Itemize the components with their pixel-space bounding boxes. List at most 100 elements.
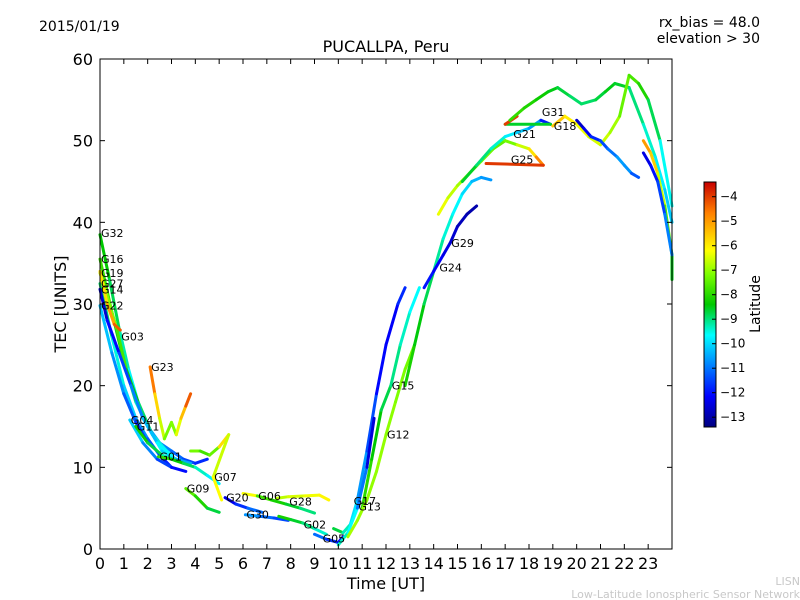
series-g12 xyxy=(346,343,417,539)
series-layer xyxy=(98,73,674,547)
tec-segment xyxy=(272,516,290,522)
tec-segment xyxy=(193,494,209,510)
prn-label: G22 xyxy=(101,300,124,313)
tec-segment xyxy=(515,143,531,151)
tec-segment xyxy=(148,365,157,396)
tec-segment xyxy=(637,82,650,102)
tec-segment xyxy=(286,494,307,499)
prn-label: G04 xyxy=(131,414,154,427)
tec-segment xyxy=(448,224,459,245)
tec-segment xyxy=(546,86,560,94)
colorbar-tick-label: −13 xyxy=(720,410,745,424)
tec-segment xyxy=(243,513,262,518)
tec-segment xyxy=(396,286,407,306)
colorbar-tick-label: −4 xyxy=(720,190,738,204)
colorbar-tick-label: −9 xyxy=(720,312,738,326)
tec-segment xyxy=(156,455,173,461)
prn-label: G06 xyxy=(258,490,281,503)
colorbar-tick-label: −7 xyxy=(720,263,738,277)
tec-segment xyxy=(162,420,173,441)
tec-segment xyxy=(479,175,493,182)
tec-segment xyxy=(208,445,221,457)
tec-segment xyxy=(446,184,459,200)
x-tick-label: 20 xyxy=(566,554,586,573)
x-tick-label: 13 xyxy=(400,554,420,573)
tec-segment xyxy=(241,492,259,498)
prn-label: G17 xyxy=(354,495,377,508)
credit-long: Low-Latitude Ionospheric Sensor Network xyxy=(571,588,800,600)
x-tick-label: 17 xyxy=(495,554,515,573)
tec-segment xyxy=(112,322,122,332)
tec-segment xyxy=(117,327,131,371)
tec-segment xyxy=(603,82,617,94)
x-tick-label: 19 xyxy=(543,554,563,573)
prn-label: G05 xyxy=(323,532,346,545)
prn-label: G12 xyxy=(387,429,410,442)
prn-label: G09 xyxy=(187,483,210,496)
tec-segment xyxy=(170,457,185,465)
tec-segment xyxy=(641,139,653,155)
prn-label: G11 xyxy=(137,421,160,434)
tec-segment xyxy=(365,469,378,502)
tec-segment xyxy=(515,126,531,134)
tec-segment xyxy=(489,135,507,151)
tec-segment xyxy=(394,367,407,404)
tec-segment xyxy=(184,487,197,498)
tec-segment xyxy=(663,212,674,257)
tec-segment xyxy=(122,392,138,424)
x-tick-label: 3 xyxy=(166,554,176,573)
tec-segment xyxy=(355,465,369,510)
tec-segment xyxy=(313,532,328,541)
tec-segment xyxy=(622,163,633,175)
tec-segment xyxy=(460,163,479,183)
tec-segment xyxy=(108,278,121,330)
tec-segment xyxy=(484,162,545,167)
tec-segment xyxy=(436,196,450,216)
series-g-late xyxy=(641,151,674,257)
x-tick-label: 9 xyxy=(309,554,319,573)
tec-segment xyxy=(346,518,359,539)
series-g29 xyxy=(422,204,479,290)
tec-segment xyxy=(491,139,507,151)
tec-segment xyxy=(234,502,250,510)
tec-segment xyxy=(317,493,331,502)
tec-segment xyxy=(627,86,645,126)
x-tick-label: 10 xyxy=(328,554,348,573)
prn-label: G07 xyxy=(214,471,237,484)
tec-segment xyxy=(398,310,412,347)
tec-segment xyxy=(134,416,150,441)
tec-segment xyxy=(179,404,188,420)
tec-segment xyxy=(346,506,359,535)
tec-segment xyxy=(615,155,626,167)
prn-label: G02 xyxy=(304,519,327,532)
tec-segment xyxy=(313,527,328,536)
tec-segment xyxy=(205,506,221,514)
tec-segment xyxy=(270,498,288,506)
tec-segment xyxy=(641,151,653,167)
tec-segment xyxy=(365,392,378,453)
series-g-east xyxy=(575,118,641,179)
y-axis: 0 10 20 30 40 50 60 xyxy=(73,50,672,559)
x-tick-label: 11 xyxy=(352,554,372,573)
tec-segment xyxy=(160,449,178,461)
tec-segment xyxy=(298,506,316,515)
prn-label: G01 xyxy=(159,451,182,464)
prn-label: G24 xyxy=(439,261,462,274)
tec-segment xyxy=(274,495,290,500)
tec-segment xyxy=(649,151,660,175)
colorbar-tick-label: −6 xyxy=(720,239,738,253)
series-g30 xyxy=(243,513,290,522)
tec-segment xyxy=(336,531,350,547)
tec-segment xyxy=(375,433,388,473)
y-tick-label: 60 xyxy=(73,50,93,69)
tec-segment xyxy=(608,114,622,134)
tec-segment xyxy=(527,147,538,159)
prn-label: G20 xyxy=(226,492,249,505)
tec-segment xyxy=(432,253,445,273)
tec-segment xyxy=(110,335,126,388)
tec-segment xyxy=(211,475,224,502)
x-tick-label: 5 xyxy=(214,554,224,573)
tec-segment xyxy=(384,302,400,347)
tec-segment xyxy=(568,94,583,106)
tec-segment xyxy=(465,204,479,216)
